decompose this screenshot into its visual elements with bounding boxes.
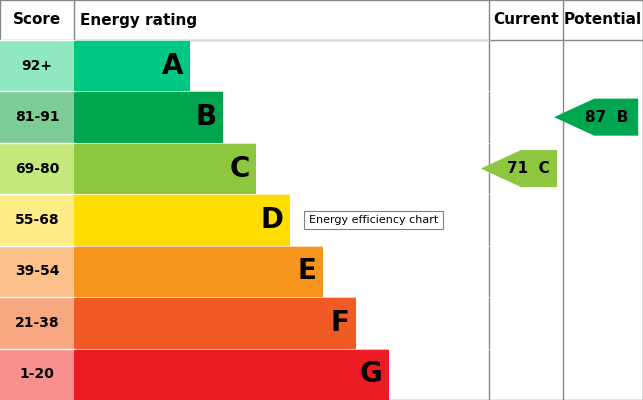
Bar xyxy=(0,246,74,297)
Text: Potential: Potential xyxy=(564,12,642,28)
Bar xyxy=(74,143,257,194)
Text: E: E xyxy=(298,258,316,286)
Polygon shape xyxy=(554,99,638,136)
Bar xyxy=(74,194,289,246)
Bar xyxy=(0,40,74,92)
Text: 92+: 92+ xyxy=(21,59,53,73)
Text: C: C xyxy=(230,154,250,182)
Text: 81-91: 81-91 xyxy=(15,110,59,124)
Bar xyxy=(74,348,389,400)
Text: 87  B: 87 B xyxy=(584,110,628,125)
Text: 39-54: 39-54 xyxy=(15,264,59,278)
Polygon shape xyxy=(481,150,557,187)
Text: 1-20: 1-20 xyxy=(19,367,55,381)
Text: A: A xyxy=(162,52,184,80)
Bar xyxy=(0,92,74,143)
Text: 69-80: 69-80 xyxy=(15,162,59,176)
Text: Score: Score xyxy=(13,12,61,28)
Text: 21-38: 21-38 xyxy=(15,316,59,330)
Bar xyxy=(0,348,74,400)
Bar xyxy=(0,297,74,348)
Bar xyxy=(74,297,356,348)
Bar xyxy=(0,194,74,246)
Text: Current: Current xyxy=(493,12,559,28)
Text: Energy rating: Energy rating xyxy=(80,12,197,28)
Bar xyxy=(74,92,223,143)
Text: D: D xyxy=(260,206,283,234)
Text: 71  C: 71 C xyxy=(507,161,550,176)
Text: 55-68: 55-68 xyxy=(15,213,59,227)
Bar xyxy=(74,246,323,297)
Text: G: G xyxy=(360,360,383,388)
Bar xyxy=(0,143,74,194)
Text: Energy efficiency chart: Energy efficiency chart xyxy=(309,215,438,225)
Text: B: B xyxy=(195,103,217,131)
Text: F: F xyxy=(331,309,350,337)
Bar xyxy=(74,40,190,92)
